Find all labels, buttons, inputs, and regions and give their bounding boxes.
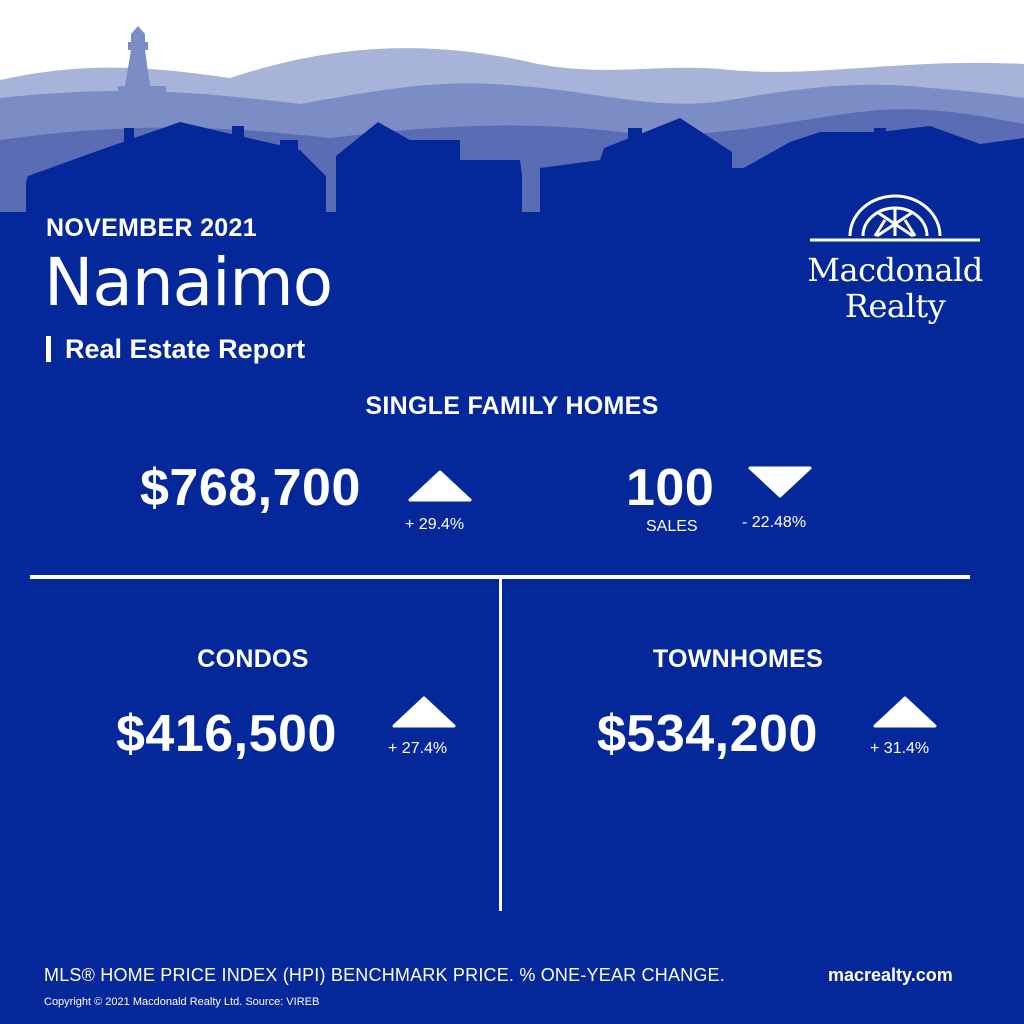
townhomes-price-change: + 31.4% (870, 740, 930, 757)
vertical-divider (499, 578, 502, 911)
single-family-title: SINGLE FAMILY HOMES (365, 392, 659, 420)
townhomes-title: TOWNHOMES (652, 645, 824, 673)
brand-name-line2: Realty (844, 287, 946, 325)
condos-title: CONDOS (197, 645, 309, 673)
single-family-sales-change: - 22.48% (742, 514, 807, 531)
condos-price: $416,500 (116, 705, 337, 763)
website-link[interactable]: macrealty.com (828, 965, 953, 985)
brand-logo: Macdonald Realty (805, 192, 985, 324)
triangle-up-icon (873, 696, 937, 728)
subtitle-bar (46, 336, 51, 362)
house-silhouette (26, 118, 1024, 240)
triangle-up-icon (392, 696, 456, 728)
report-subtitle: Real Estate Report (46, 333, 305, 365)
report-period: NOVEMBER 2021 (46, 214, 257, 242)
single-family-price-change: + 29.4% (405, 516, 465, 533)
copyright-text: Copyright © 2021 Macdonald Realty Ltd. S… (44, 996, 320, 1008)
brand-name-line1: Macdonald (807, 251, 983, 289)
triangle-up-icon (408, 470, 472, 502)
single-family-sales: 100 (626, 459, 715, 517)
triangle-down-icon (748, 466, 812, 498)
sales-label: SALES (646, 518, 698, 535)
single-family-price: $768,700 (140, 459, 361, 517)
lighthouse-icon (118, 26, 166, 96)
city-name: Nanaimo (44, 244, 333, 321)
header-skyline-illustration (0, 0, 1024, 240)
report-label: Real Estate Report (65, 333, 306, 364)
townhomes-price: $534,200 (597, 705, 818, 763)
footer-note: MLS® HOME PRICE INDEX (HPI) BENCHMARK PR… (44, 965, 725, 985)
logo-wheel-icon (810, 194, 980, 242)
condos-price-change: + 27.4% (388, 740, 448, 757)
horizontal-divider (30, 575, 970, 579)
